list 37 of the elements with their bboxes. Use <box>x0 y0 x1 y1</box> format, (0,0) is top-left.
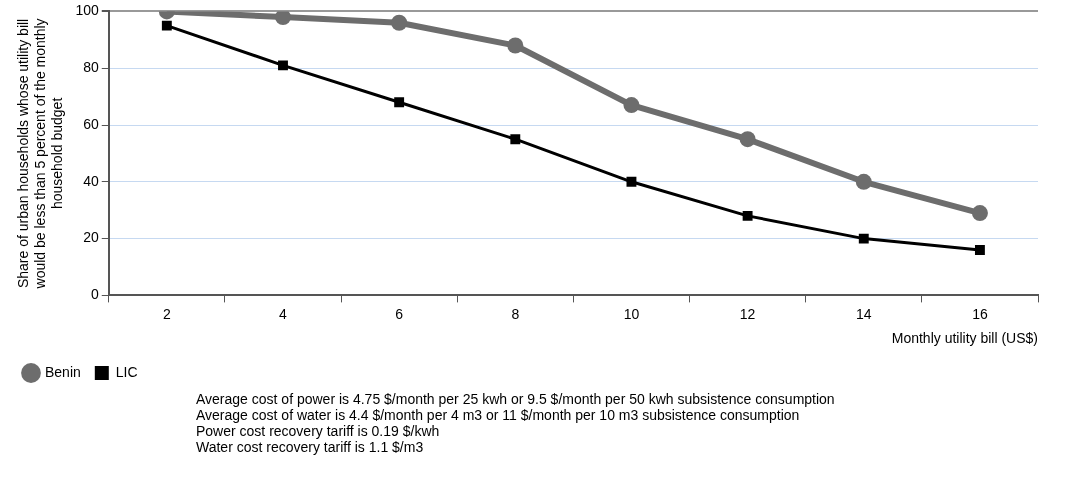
point <box>626 176 637 187</box>
point <box>394 97 405 108</box>
x-tick-label: 12 <box>739 305 756 322</box>
legend-label: Benin <box>45 363 81 380</box>
point <box>391 14 408 31</box>
y-tick-label: 60 <box>83 115 99 132</box>
point <box>623 97 640 114</box>
point <box>278 60 288 71</box>
text: Average cost of water is 4.4 $/month per 4 m3 or 11 $/month per 10 m3 subsistence consumption <box>196 407 801 423</box>
point <box>739 131 756 148</box>
x-tick-label: 10 <box>623 305 640 322</box>
point <box>858 233 869 244</box>
y-tick-label: 80 <box>83 59 99 76</box>
x-tick-label: 2 <box>162 305 171 322</box>
point <box>507 37 524 54</box>
point <box>161 20 172 31</box>
x-tick-label: 8 <box>511 305 520 322</box>
point <box>971 205 988 222</box>
x-tick-label: 6 <box>395 305 404 322</box>
point <box>974 245 985 255</box>
y-tick-label: 0 <box>90 286 99 303</box>
text: Average cost of power is 4.75 $/month per 25 kwh or 9.5 $/month per 50 kwh subsistence consumption <box>196 391 835 407</box>
text: Water cost recovery tariff is 1.1 $/m3 <box>196 439 425 455</box>
legend-label: LIC <box>115 363 138 380</box>
point <box>855 173 872 190</box>
point <box>742 210 753 221</box>
y-tick-label: 20 <box>83 229 99 246</box>
x-tick-label: 4 <box>279 305 288 322</box>
y-tick-label: 100 <box>75 2 99 19</box>
y-tick-label: 40 <box>83 172 99 189</box>
point <box>510 134 521 145</box>
y-axis-title: Share of urban households whose utility bill would be less than 5 percent of the monthly household budget <box>15 18 65 290</box>
x-tick-label: 16 <box>972 305 988 322</box>
text: Power cost recovery tariff is 0.19 $/kwh <box>196 423 441 439</box>
x-tick-label: 14 <box>855 305 872 322</box>
point <box>274 11 291 26</box>
x-axis-title: Monthly utility bill (US$) <box>891 330 1038 347</box>
